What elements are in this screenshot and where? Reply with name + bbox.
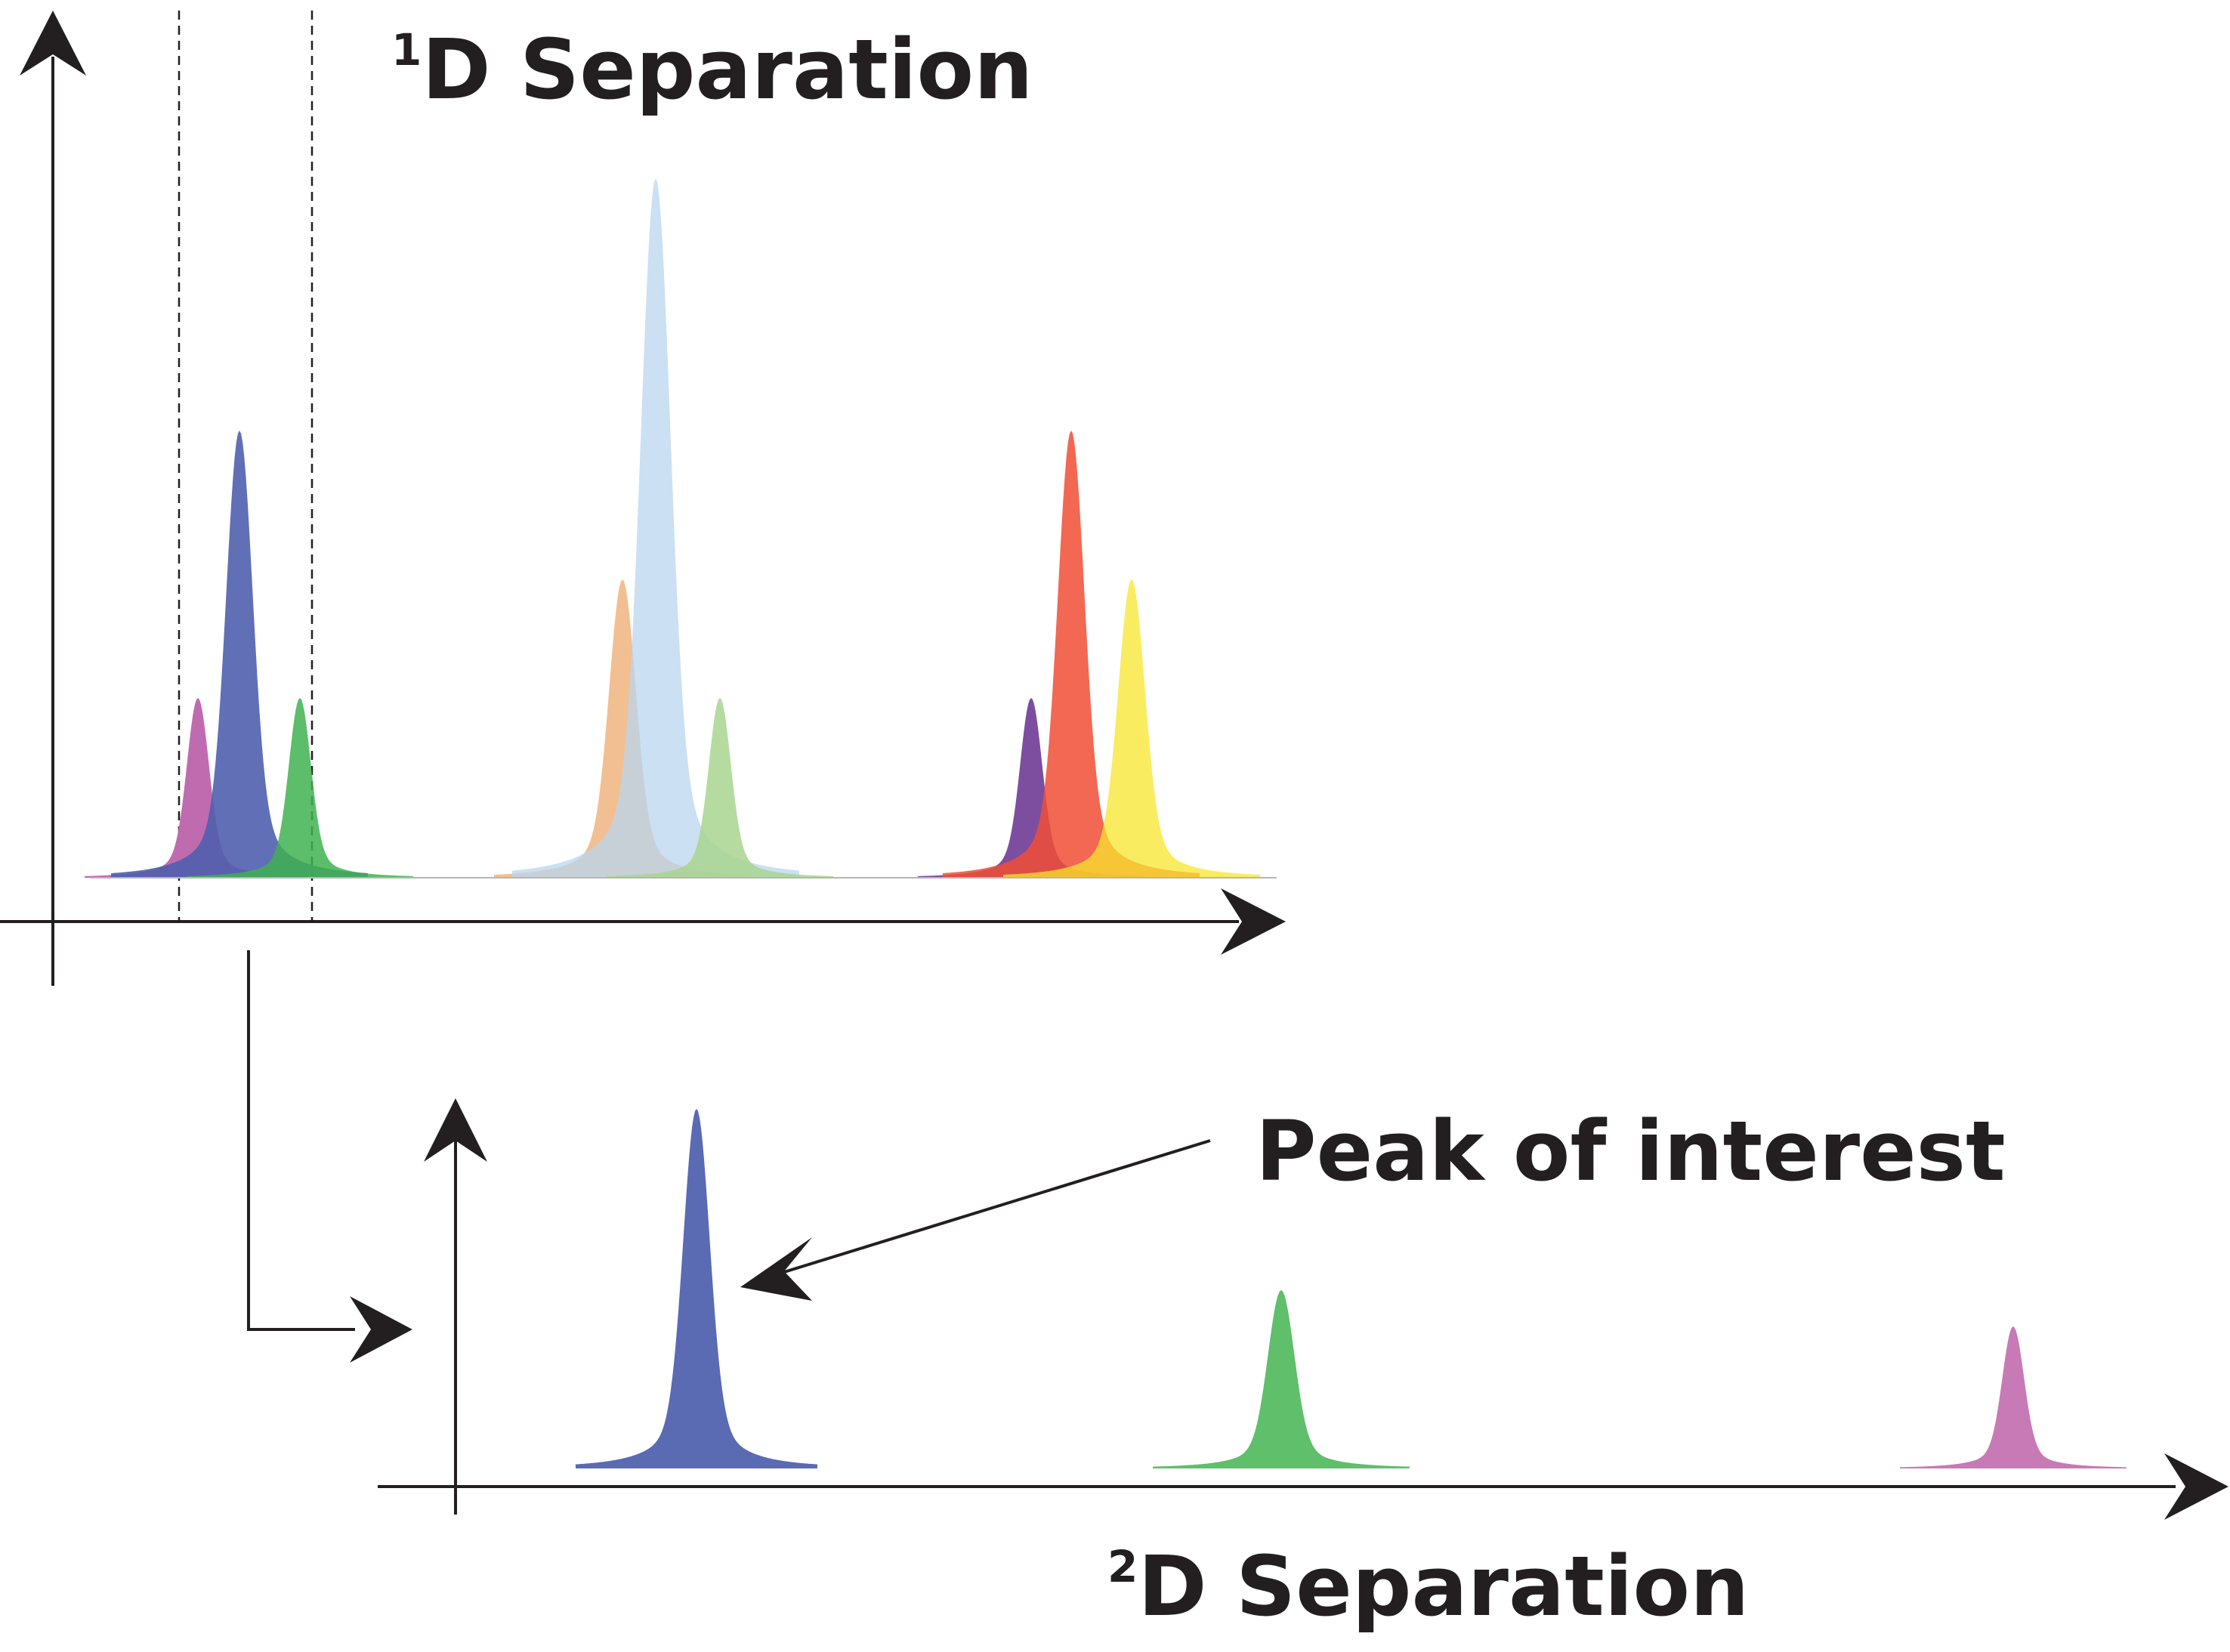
peak-orange [494, 579, 751, 878]
peak-yellow [1003, 579, 1260, 878]
peak-red [943, 431, 1200, 878]
first-dimension-superscript: 1 [391, 24, 422, 76]
peak-blue [111, 431, 368, 878]
peak-lightgreen [607, 698, 833, 878]
second-dimension-superscript: 2 [1107, 1541, 1138, 1592]
peak-pink-2d [1900, 1326, 2127, 1468]
second-dimension-axes [378, 1098, 2228, 1520]
peak-of-interest-label: Peak of interest [1256, 1103, 2006, 1200]
callout-arrow-line [774, 1139, 1211, 1277]
peak-green-2d [1153, 1290, 1410, 1468]
first-dimension-axes [0, 11, 1286, 986]
transfer-connector-line [247, 950, 355, 1331]
peak-green [187, 698, 413, 878]
peak-purple [918, 698, 1144, 878]
peak-of-interest-callout-arrow [740, 1139, 1211, 1301]
first-x-axis-arrowhead [1221, 888, 1286, 955]
first-dimension-peaks [85, 178, 1260, 878]
second-dimension-peaks [576, 1109, 2127, 1468]
transfer-connector-arrowhead [350, 1296, 412, 1363]
peak-blue-2d [576, 1109, 817, 1468]
second-dimension-title: 2D Separation [1107, 1538, 1749, 1635]
first-y-axis-arrowhead [20, 11, 86, 76]
peak-pink [85, 698, 311, 878]
first-dimension-title: 1D Separation [391, 21, 1033, 118]
second-x-axis-arrowhead [2164, 1453, 2228, 1520]
transfer-connector [247, 950, 412, 1363]
first-dimension-label: D Separation [422, 21, 1033, 118]
second-y-axis-arrowhead [424, 1098, 487, 1162]
peak-lightblue [512, 178, 799, 878]
callout-arrowhead [740, 1237, 812, 1301]
second-dimension-label: D Separation [1138, 1538, 1749, 1635]
